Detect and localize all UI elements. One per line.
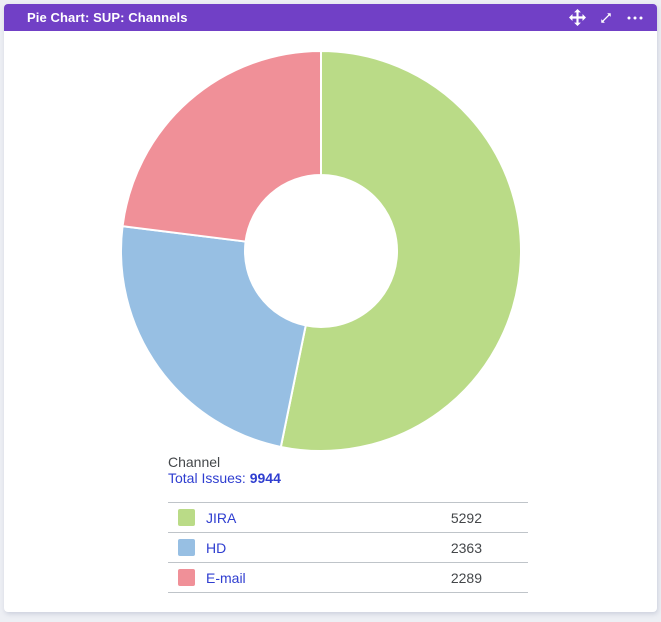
legend-swatch-hd — [178, 539, 195, 556]
legend-swatch-jira — [178, 509, 195, 526]
total-issues-value: 9944 — [249, 470, 281, 486]
legend-label-hd[interactable]: HD — [206, 539, 227, 556]
expand-icon[interactable] — [599, 11, 613, 25]
total-issues: Total Issues: 9944 — [168, 471, 281, 486]
gadget-header-actions — [569, 9, 657, 26]
legend-row-jira: JIRA 5292 — [168, 503, 528, 533]
legend-swatch-e-mail — [178, 569, 195, 586]
donut-pie-chart[interactable] — [4, 31, 657, 451]
pie-slice-e-mail[interactable] — [121, 50, 322, 243]
more-options-icon[interactable] — [626, 13, 644, 23]
gadget-header: Pie Chart: SUP: Channels — [4, 4, 657, 31]
legend-row-e-mail: E-mail 2289 — [168, 563, 528, 593]
total-issues-label: Total Issues: — [168, 470, 246, 486]
pie-chart-gadget: Pie Chart: SUP: Channels Channel To — [4, 4, 657, 612]
chart-stat-type-label: Channel — [168, 454, 221, 470]
pie-slice-jira[interactable] — [279, 50, 522, 451]
move-icon[interactable] — [569, 9, 586, 26]
legend-value-hd: 2363 — [450, 539, 482, 556]
chart-summary: Channel Total Issues: 9944 — [168, 455, 281, 486]
legend-value-jira: 5292 — [450, 509, 482, 526]
gadget-title: Pie Chart: SUP: Channels — [27, 10, 188, 25]
legend-value-e-mail: 2289 — [450, 569, 482, 586]
legend-label-jira[interactable]: JIRA — [206, 509, 237, 526]
legend-row-hd: HD 2363 — [168, 533, 528, 563]
pie-slice-hd[interactable] — [120, 225, 307, 448]
legend-label-e-mail[interactable]: E-mail — [206, 569, 246, 586]
legend-table: JIRA 5292 HD 2363 E-mail 2289 — [168, 502, 528, 593]
